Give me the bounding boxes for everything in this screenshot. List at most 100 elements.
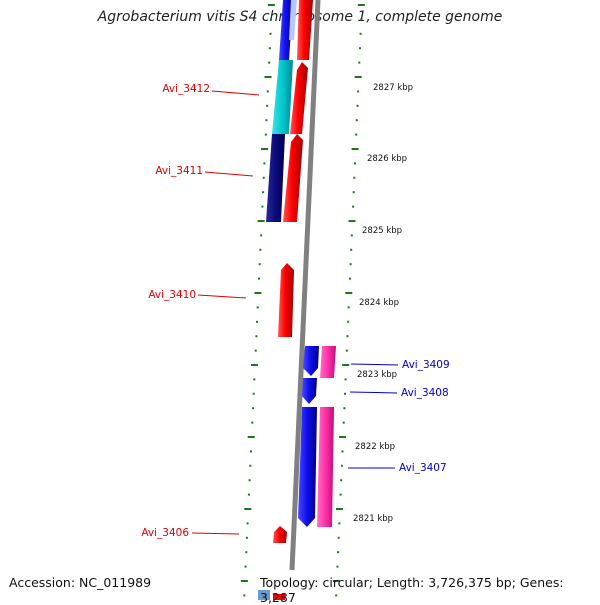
inner-ring-minor-tick <box>251 421 254 424</box>
outer-ring-minor-tick <box>357 90 360 93</box>
inner-ring-major-tick <box>247 436 255 438</box>
outer-ring-minor-tick <box>352 191 355 194</box>
outer-ring-minor-tick <box>341 450 344 453</box>
outer-ring-minor-tick <box>340 464 343 467</box>
outer-ring-minor-tick <box>356 104 359 107</box>
inner-ring-minor-tick <box>253 378 256 381</box>
inner-ring-minor-tick <box>265 119 268 122</box>
inner-ring-minor-tick <box>244 565 247 568</box>
inner-tick-ring <box>240 4 275 597</box>
gene-feature-Avi_3408 <box>302 378 317 404</box>
outer-ring-minor-tick <box>342 421 345 424</box>
inner-ring-minor-tick <box>259 248 262 251</box>
gene-label-Avi_3408[interactable]: Avi_3408 <box>401 387 449 399</box>
inner-ring-minor-tick <box>263 162 266 165</box>
scale-label-2824: 2824 kbp <box>359 298 399 308</box>
inner-ring-minor-tick <box>254 349 257 352</box>
outer-ring-minor-tick <box>347 306 350 309</box>
inner-ring-minor-tick <box>270 18 273 21</box>
outer-ring-minor-tick <box>353 176 356 179</box>
leader-line-Avi_3409 <box>350 363 399 366</box>
cds-bottom-blue <box>258 590 270 600</box>
inner-ring-minor-tick <box>262 176 265 179</box>
inner-ring-major-tick <box>244 508 252 510</box>
gene-label-Avi_3409[interactable]: Avi_3409 <box>402 359 450 371</box>
outer-ring-major-tick <box>332 580 340 582</box>
outer-ring-minor-tick <box>350 248 353 251</box>
outer-ring-major-tick <box>354 76 362 78</box>
gene-feature-Avi_3407 <box>298 407 317 527</box>
outer-ring-major-tick <box>357 4 365 6</box>
inner-ring-minor-tick <box>256 320 258 323</box>
outer-ring-minor-tick <box>358 61 361 64</box>
inner-ring-minor-tick <box>248 493 250 496</box>
scale-label-2822: 2822 kbp <box>355 442 395 452</box>
outer-ring-major-tick <box>345 292 353 294</box>
inner-ring-major-tick <box>264 76 272 78</box>
gene-label-Avi_3411[interactable]: Avi_3411 <box>155 165 203 177</box>
outer-ring-minor-tick <box>338 522 341 525</box>
leader-line-Avi_3412 <box>211 90 260 96</box>
gene-label-Avi_3412[interactable]: Avi_3412 <box>162 83 210 95</box>
inner-ring-minor-tick <box>245 536 248 539</box>
topology-text: Topology: circular; Length: 3,726,375 bp… <box>260 575 564 605</box>
gene-label-Avi_3410[interactable]: Avi_3410 <box>148 289 196 301</box>
forward-strand-track <box>298 346 336 527</box>
outer-ring-major-tick <box>339 436 347 438</box>
outer-ring-minor-tick <box>360 18 363 21</box>
outer-ring-minor-tick <box>347 320 350 323</box>
gene-labels: Avi_3412 Avi_3411 Avi_3410 Avi_3409 Avi_… <box>141 83 449 539</box>
inner-ring-minor-tick <box>252 407 254 410</box>
inner-ring-minor-tick <box>262 191 265 194</box>
inner-ring-minor-tick <box>255 335 258 338</box>
feature-pink-Avi_3407 <box>317 407 334 527</box>
scale-label-2823: 2823 kbp <box>357 370 397 380</box>
inner-ring-minor-tick <box>266 104 269 107</box>
reverse-strand-track <box>266 0 297 222</box>
leader-line-Avi_3411 <box>204 171 254 177</box>
inner-ring-major-tick <box>257 220 265 222</box>
leader-line-Avi_3410 <box>197 294 247 299</box>
gene-label-Avi_3406[interactable]: Avi_3406 <box>141 527 189 539</box>
outer-ring-major-tick <box>348 220 356 222</box>
outer-ring-minor-tick <box>354 162 356 165</box>
inner-ring-minor-tick <box>252 392 255 395</box>
outer-tick-ring <box>332 4 365 597</box>
outer-ring-minor-tick <box>355 119 358 122</box>
gene-feature-Avi_3412 <box>272 60 293 134</box>
gene-label-Avi_3407[interactable]: Avi_3407 <box>399 462 447 474</box>
gene-feature-Avi_3406 <box>273 526 287 543</box>
leader-line-Avi_3408 <box>349 391 398 394</box>
inner-ring-minor-tick <box>256 306 259 309</box>
genome-backbone <box>289 0 321 571</box>
outer-ring-minor-tick <box>352 205 355 208</box>
inner-ring-minor-tick <box>243 594 246 597</box>
inner-ring-minor-tick <box>261 205 264 208</box>
gene-feature-Avi_3411 <box>266 134 285 222</box>
outer-ring-minor-tick <box>345 349 348 352</box>
inner-ring-minor-tick <box>268 47 271 50</box>
outer-ring-minor-tick <box>349 277 351 280</box>
outer-ring-minor-tick <box>344 392 346 395</box>
gene-feature-top-blue <box>279 0 293 60</box>
scale-label-2826: 2826 kbp <box>367 154 407 164</box>
cds-red-upper <box>290 62 308 134</box>
inner-ring-minor-tick <box>269 32 272 35</box>
scale-labels: 2827 kbp 2826 kbp 2825 kbp 2824 kbp 2823… <box>353 83 413 524</box>
scale-label-2827: 2827 kbp <box>373 83 413 93</box>
cds-track <box>258 0 313 600</box>
inner-ring-minor-tick <box>245 551 248 554</box>
inner-ring-major-tick <box>254 292 262 294</box>
outer-ring-minor-tick <box>337 551 340 554</box>
outer-ring-major-tick <box>336 508 343 510</box>
gene-feature-Avi_3410 <box>278 263 294 337</box>
inner-ring-minor-tick <box>260 234 263 237</box>
scale-label-2821: 2821 kbp <box>353 514 393 524</box>
outer-ring-major-tick <box>351 148 359 150</box>
inner-ring-major-tick <box>251 364 258 366</box>
outer-ring-minor-tick <box>343 407 346 410</box>
inner-ring-minor-tick <box>258 277 260 280</box>
outer-ring-major-tick <box>342 364 350 366</box>
outer-ring-minor-tick <box>355 133 358 136</box>
accession-text: Accession: NC_011989 <box>9 575 152 590</box>
